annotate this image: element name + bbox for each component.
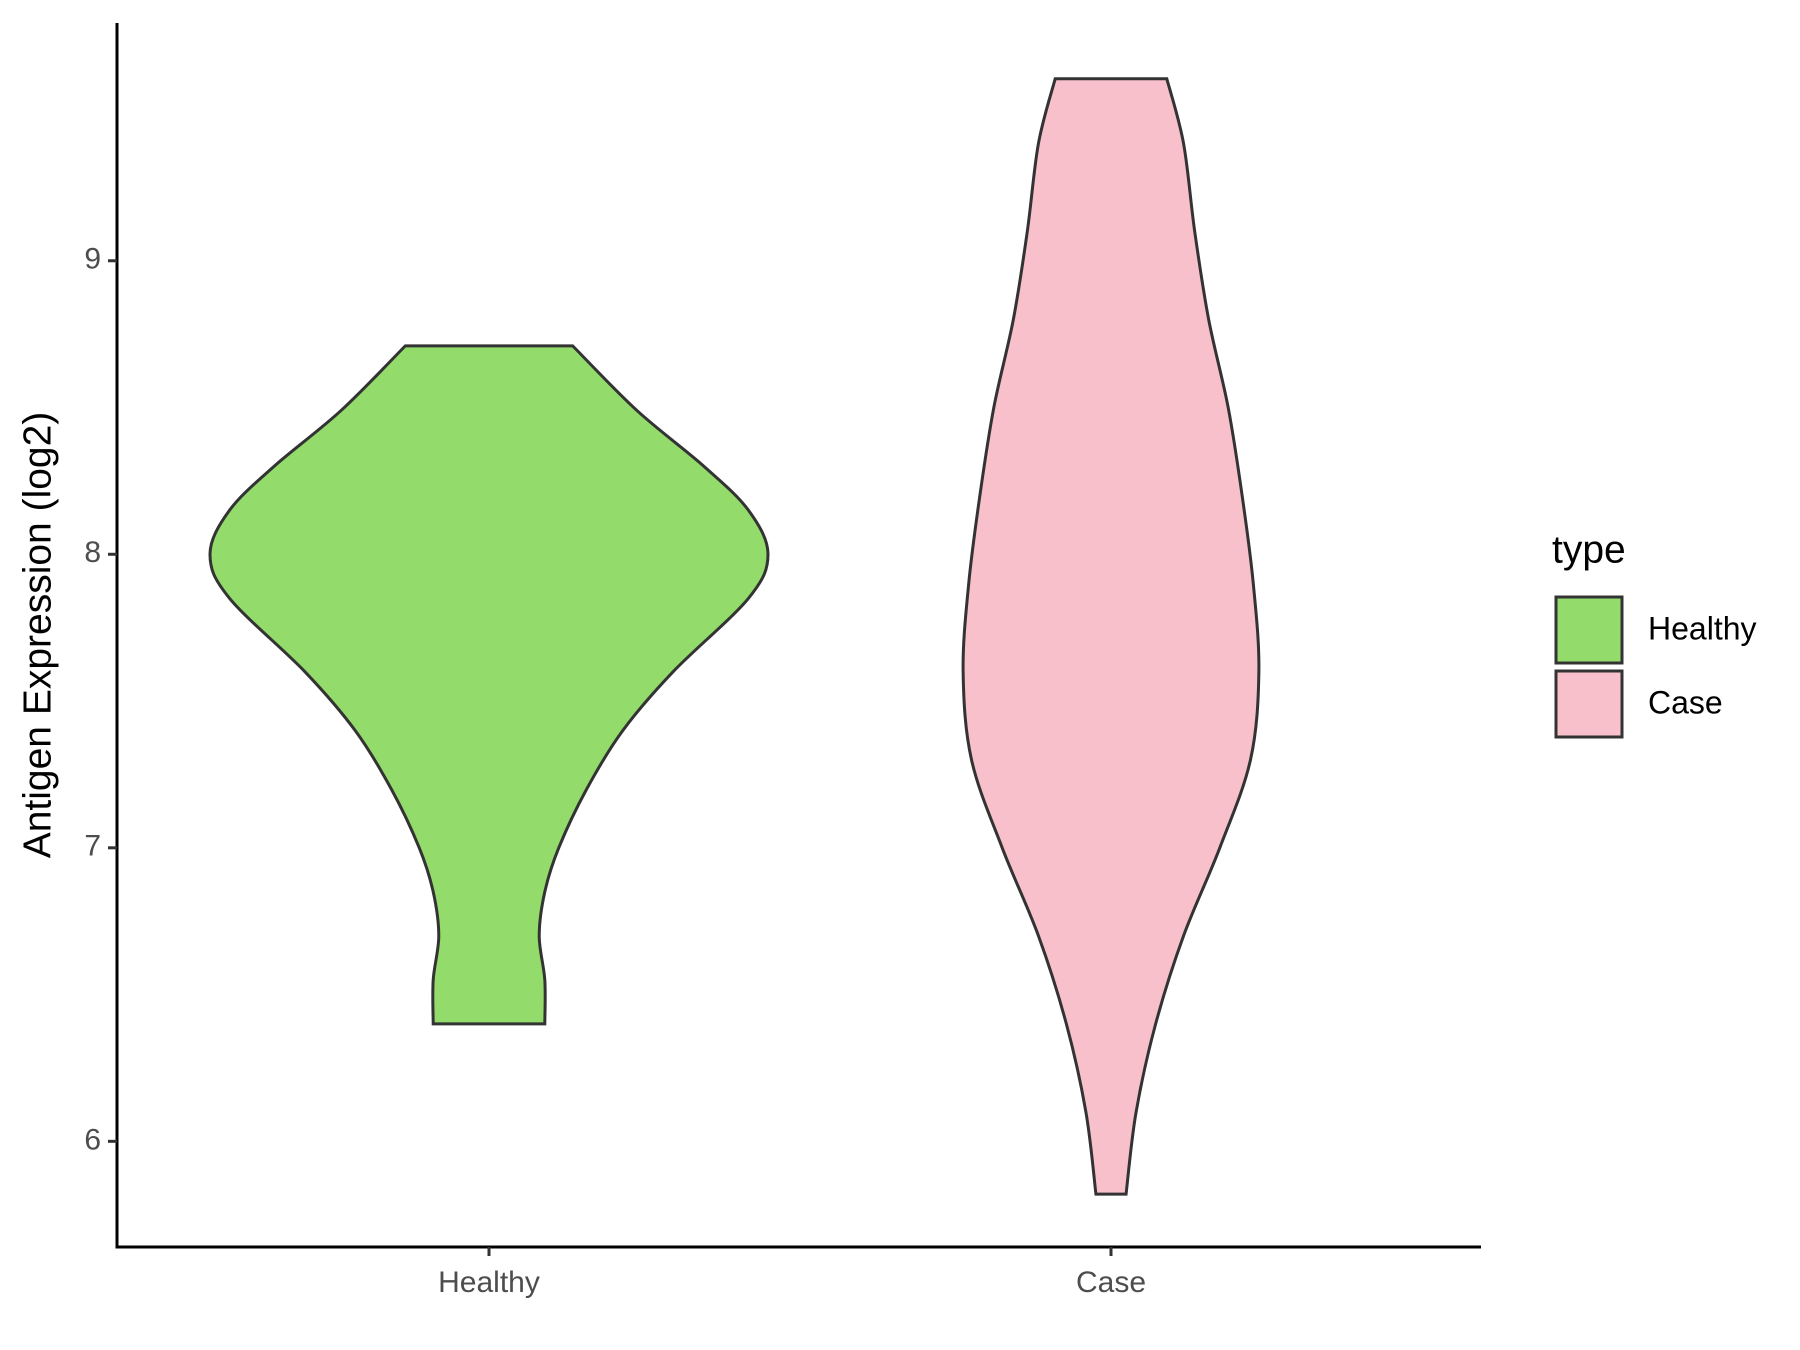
legend-key [1554,669,1624,739]
x-tick-label: Case [1076,1266,1146,1299]
y-tick-label: 7 [84,830,101,863]
legend-label: Case [1648,684,1723,720]
y-tick-label: 8 [84,536,101,569]
violin [961,77,1261,1196]
legend-label: Healthy [1648,610,1757,646]
x-tick-label: Healthy [438,1266,540,1299]
legend-key [1554,595,1624,665]
y-tick-label: 9 [84,243,101,276]
y-tick-label: 6 [84,1123,101,1156]
violin [208,344,770,1026]
legend-title: type [1552,528,1626,571]
y-axis-title: Antigen Expression (log2) [16,412,59,859]
